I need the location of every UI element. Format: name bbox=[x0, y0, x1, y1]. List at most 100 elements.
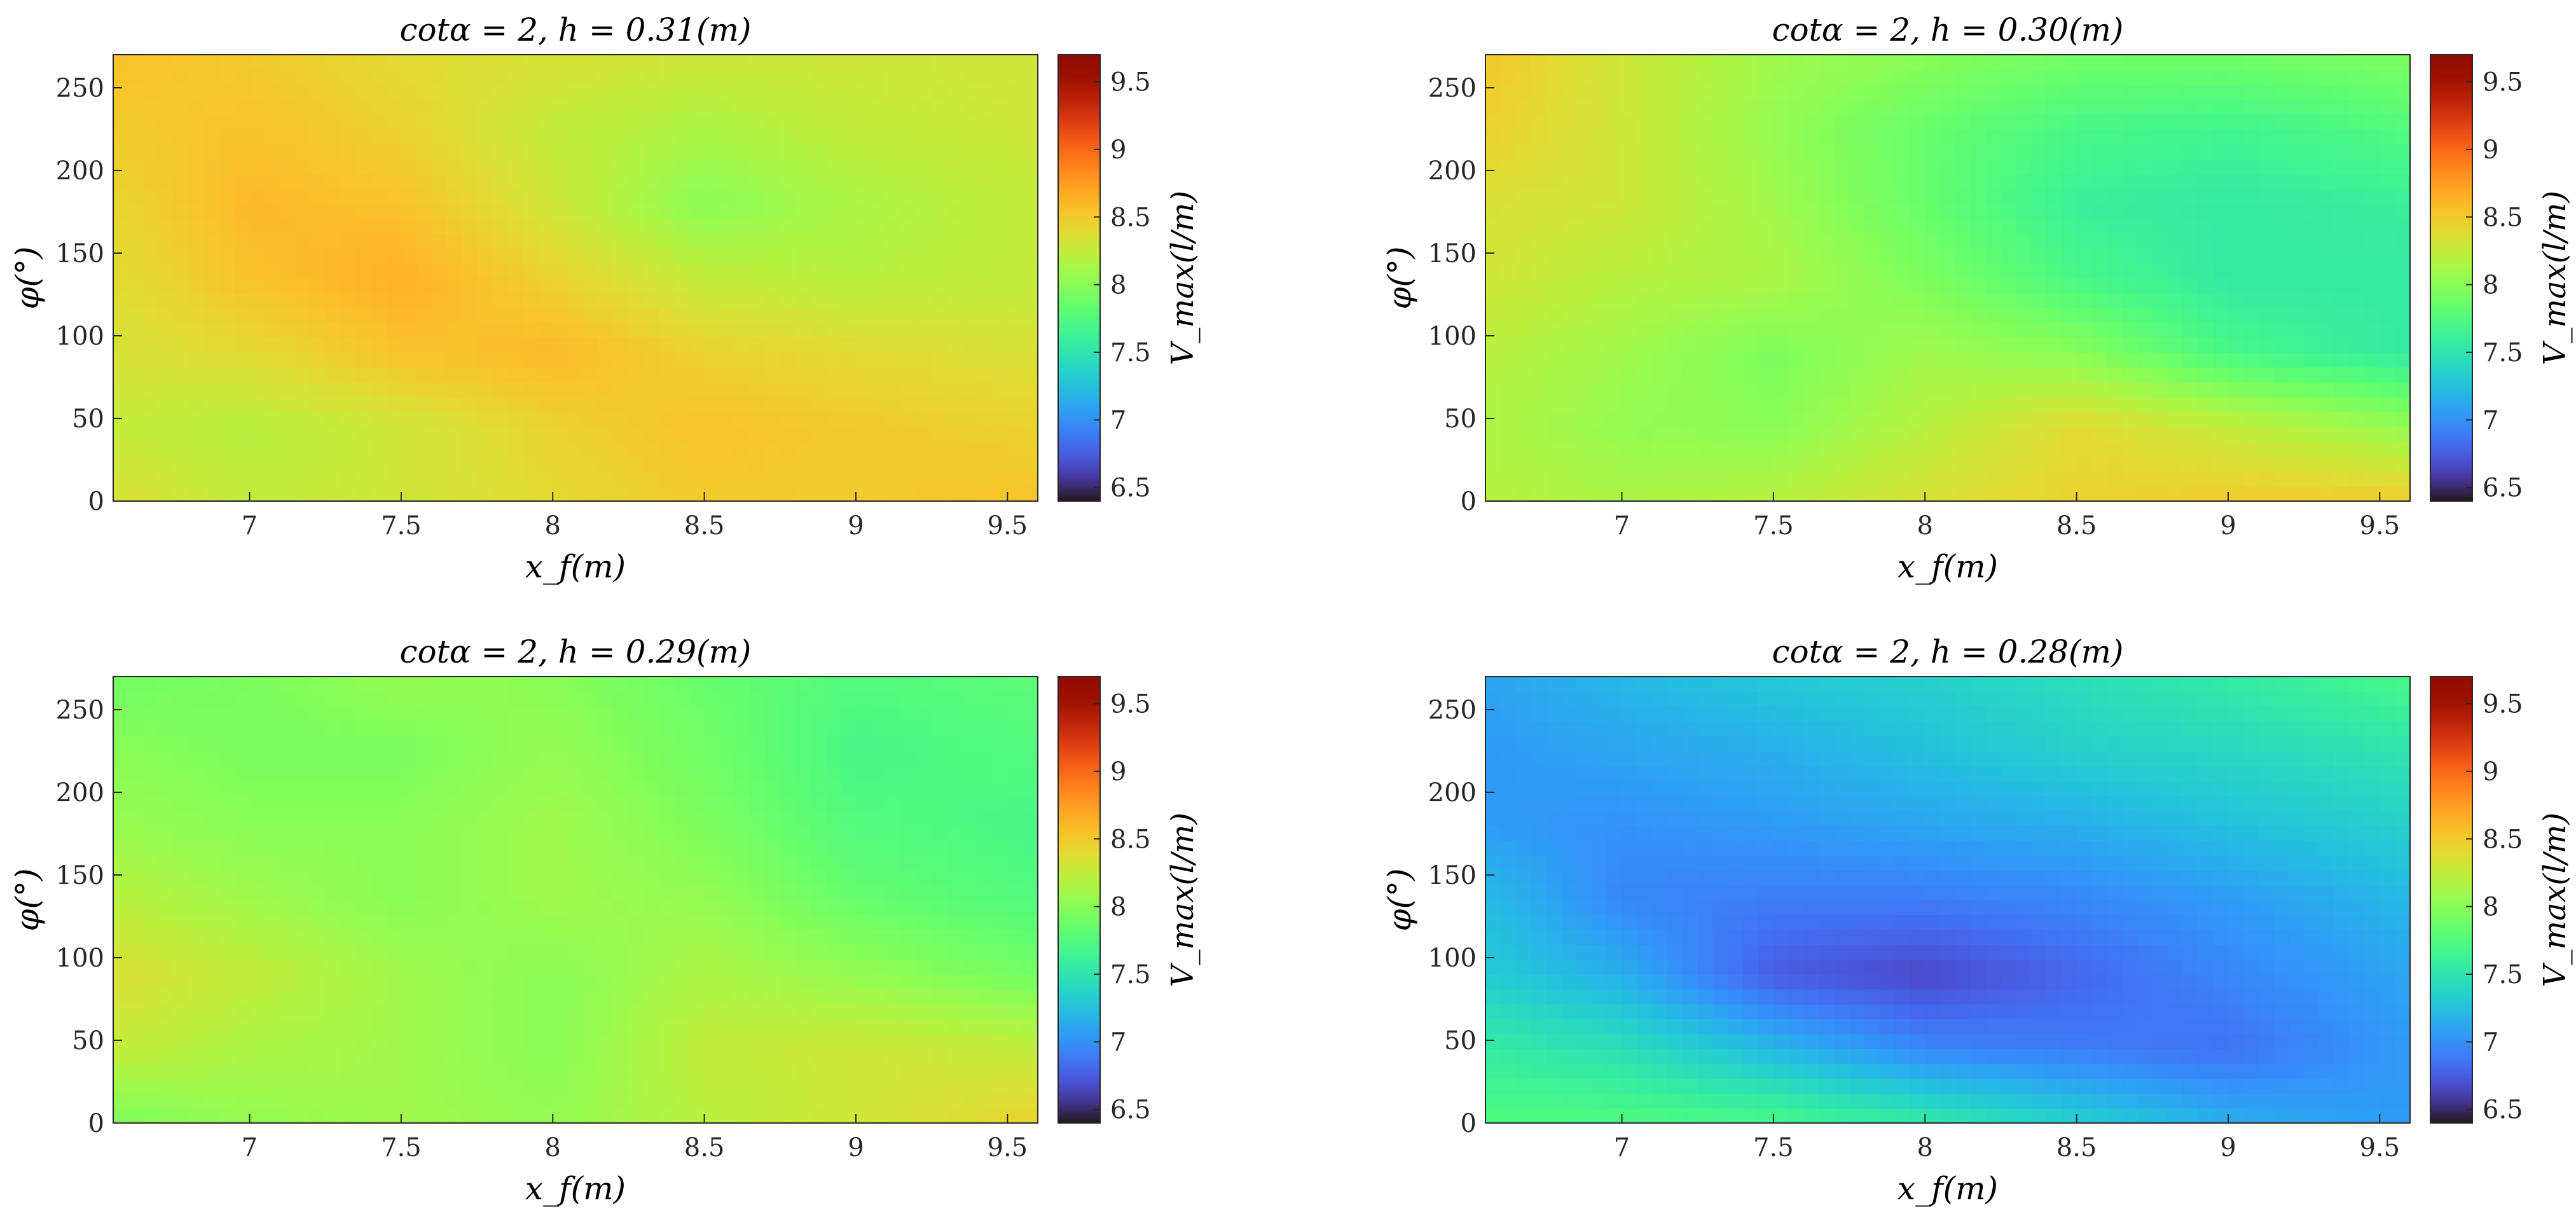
heatmap-cell bbox=[295, 974, 311, 990]
heatmap-cell bbox=[128, 144, 144, 160]
heatmap-cell bbox=[2001, 188, 2016, 204]
heatmap-cell bbox=[204, 69, 220, 85]
heatmap-cell bbox=[295, 721, 311, 737]
heatmap-cell bbox=[1834, 174, 1850, 189]
heatmap-cell bbox=[2031, 471, 2047, 487]
heatmap-cell bbox=[2167, 218, 2184, 234]
heatmap-cell bbox=[386, 885, 402, 900]
heatmap-cell bbox=[128, 1063, 144, 1079]
heatmap-cell bbox=[659, 337, 675, 353]
heatmap-cell bbox=[810, 456, 827, 472]
heatmap-cell bbox=[340, 959, 357, 975]
heatmap-cell bbox=[265, 69, 280, 85]
heatmap-cell bbox=[537, 840, 553, 856]
heatmap-cell bbox=[780, 337, 796, 353]
heatmap-cell bbox=[2001, 337, 2016, 353]
heatmap-cell bbox=[431, 441, 448, 457]
heatmap-cell bbox=[1697, 322, 1714, 338]
heatmap-cell bbox=[143, 721, 160, 737]
heatmap-cell bbox=[1985, 441, 2002, 457]
heatmap-cell bbox=[2091, 233, 2107, 249]
chart-title: cotα = 2, h = 0.31(m) bbox=[400, 11, 752, 48]
heatmap-cell bbox=[947, 427, 963, 443]
heatmap-cell bbox=[325, 959, 341, 975]
heatmap-cell bbox=[416, 441, 432, 457]
heatmap-cell bbox=[1576, 322, 1592, 338]
heatmap-cell bbox=[1007, 263, 1023, 279]
heatmap-cell bbox=[841, 114, 857, 130]
heatmap-cell bbox=[2182, 322, 2199, 338]
heatmap-cell bbox=[431, 307, 448, 323]
heatmap-cell bbox=[795, 471, 811, 487]
heatmap-cell bbox=[537, 278, 553, 294]
heatmap-cell bbox=[1622, 307, 1638, 323]
heatmap-cell bbox=[2061, 203, 2077, 219]
heatmap-cell bbox=[750, 337, 766, 353]
heatmap-cell bbox=[947, 471, 963, 487]
heatmap-cell bbox=[310, 322, 326, 338]
heatmap-cell bbox=[2395, 144, 2410, 160]
heatmap-cell bbox=[1970, 203, 1987, 219]
heatmap-cell bbox=[719, 397, 735, 413]
heatmap-cell bbox=[568, 397, 584, 413]
heatmap-cell bbox=[719, 486, 735, 501]
heatmap-cell bbox=[810, 218, 827, 234]
heatmap-cell bbox=[2258, 129, 2275, 145]
heatmap-cell bbox=[310, 218, 326, 234]
heatmap-cell bbox=[310, 1093, 326, 1109]
heatmap-cell bbox=[977, 99, 993, 115]
heatmap-cell bbox=[189, 900, 205, 916]
heatmap-cell bbox=[2091, 144, 2107, 160]
heatmap-cell bbox=[2243, 188, 2259, 204]
heatmap-cell bbox=[886, 55, 902, 71]
heatmap-cell bbox=[1925, 99, 1941, 115]
heatmap-cell bbox=[2016, 55, 2032, 71]
heatmap-cell bbox=[2380, 248, 2395, 264]
heatmap-cell bbox=[2137, 486, 2153, 501]
heatmap-cell bbox=[644, 780, 659, 796]
heatmap-cell bbox=[1758, 114, 1774, 130]
heatmap-cell bbox=[2243, 471, 2259, 487]
heatmap-cell bbox=[446, 1078, 462, 1094]
heatmap-cell bbox=[582, 974, 599, 990]
heatmap-cell bbox=[553, 263, 568, 279]
heatmap-cell bbox=[568, 471, 584, 487]
heatmap-cell bbox=[961, 352, 978, 368]
heatmap-cell bbox=[871, 322, 887, 338]
heatmap-cell bbox=[1652, 352, 1668, 368]
heatmap-cell bbox=[2152, 99, 2168, 115]
heatmap-cell bbox=[673, 367, 690, 383]
heatmap-cell bbox=[2182, 441, 2199, 457]
heatmap-cell bbox=[886, 307, 902, 323]
heatmap-cell bbox=[1682, 471, 1698, 487]
heatmap-cell bbox=[598, 69, 614, 85]
heatmap-cell bbox=[2213, 397, 2229, 413]
heatmap-cell bbox=[2258, 307, 2275, 323]
heatmap-cell bbox=[431, 677, 448, 692]
heatmap-cell bbox=[1758, 203, 1774, 219]
heatmap-cell bbox=[522, 99, 539, 115]
heatmap-cell bbox=[128, 114, 144, 130]
heatmap-cell bbox=[113, 174, 129, 189]
heatmap-cell bbox=[644, 900, 659, 916]
heatmap-cell bbox=[2031, 293, 2047, 308]
heatmap-cell bbox=[371, 1093, 387, 1109]
heatmap-cell bbox=[644, 352, 659, 368]
heatmap-cell bbox=[1682, 233, 1698, 249]
heatmap-cell bbox=[780, 55, 796, 71]
heatmap-cell bbox=[2031, 188, 2047, 204]
heatmap-cell bbox=[582, 677, 599, 692]
heatmap-cell bbox=[446, 1063, 462, 1079]
heatmap-cell bbox=[477, 114, 493, 130]
heatmap-cell bbox=[1652, 218, 1668, 234]
heatmap-cell bbox=[719, 144, 735, 160]
heatmap-cell bbox=[1622, 367, 1638, 383]
heatmap-cell bbox=[2243, 69, 2259, 85]
heatmap-cell bbox=[386, 322, 402, 338]
heatmap-cell bbox=[582, 959, 599, 975]
heatmap-cell bbox=[673, 780, 690, 796]
heatmap-cell bbox=[158, 307, 175, 323]
heatmap-cell bbox=[719, 248, 735, 264]
heatmap-cell bbox=[537, 174, 553, 189]
heatmap-cell bbox=[1743, 99, 1759, 115]
